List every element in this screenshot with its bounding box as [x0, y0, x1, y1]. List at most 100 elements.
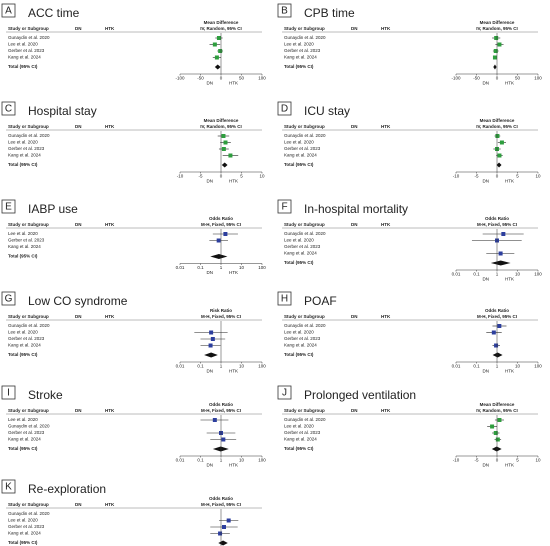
effect-square: [490, 424, 495, 429]
x-tick-label: 0: [496, 76, 499, 81]
group-header: DN: [351, 314, 358, 319]
x-tick-label: 1: [220, 458, 223, 463]
forest-panel: I Stroke Study or Subgroup DN HTK Odds RatioM…: [1, 385, 266, 468]
column-header: Study or Subgroup: [8, 26, 49, 31]
effect-square: [228, 153, 233, 158]
effect-square: [214, 55, 219, 60]
total-diamond: [496, 162, 502, 168]
effect-square: [221, 437, 226, 442]
effect-square: [494, 343, 499, 348]
group-header: DN: [75, 26, 82, 31]
x-tick-label: 0.01: [176, 458, 185, 463]
method-header: M-H, Fixed, 95% CI: [201, 502, 241, 507]
column-header: Study or Subgroup: [284, 26, 325, 31]
favors-label: HTK: [229, 369, 238, 374]
total-label: Total (95% CI): [8, 64, 38, 69]
method-header: M-H, Fixed, 95% CI: [477, 314, 517, 319]
column-header: Study or Subgroup: [284, 124, 325, 129]
x-tick-label: 100: [534, 364, 542, 369]
group-header: HTK: [105, 26, 115, 31]
method-header: M-H, Fixed, 95% CI: [201, 222, 241, 227]
group-header: DN: [351, 26, 358, 31]
study-name: Lee et al. 2020: [8, 330, 38, 335]
total-diamond: [210, 254, 228, 259]
total-label: Total (95% CI): [284, 260, 314, 265]
panel-letter-box: [1, 291, 16, 306]
group-header: HTK: [381, 26, 391, 31]
study-name: Kang et al. 2024: [284, 251, 317, 256]
group-header: DN: [351, 408, 358, 413]
effect-square: [226, 518, 231, 523]
effect-square: [223, 232, 228, 236]
study-name: Kang et al. 2024: [8, 437, 41, 442]
study-name: Gunaydin et al. 2020: [8, 323, 50, 328]
measure-header: Odds Ratio: [485, 216, 509, 221]
x-tick-label: 100: [258, 265, 266, 270]
method-header: IV, Random, 95% CI: [476, 408, 518, 413]
x-tick-label: 1: [220, 364, 223, 369]
favors-label: DN: [207, 369, 214, 374]
panel-letter: C: [5, 104, 12, 115]
total-diamond: [221, 162, 228, 168]
x-tick-label: 1: [496, 364, 499, 369]
study-name: Lee et al. 2020: [284, 238, 314, 243]
total-diamond: [493, 64, 497, 70]
panel-letter: I: [7, 388, 10, 399]
method-header: IV, Random, 95% CI: [476, 26, 518, 31]
study-name: Gerber et al. 2023: [8, 146, 45, 151]
x-tick-label: 0: [220, 174, 223, 179]
study-name: Kang et al. 2024: [284, 55, 317, 60]
study-name: Lee et al. 2020: [8, 231, 38, 236]
study-name: Gunaydin et al. 2020: [284, 231, 326, 236]
group-header: DN: [351, 124, 358, 129]
x-tick-label: 0.01: [452, 272, 461, 277]
x-tick-label: 100: [258, 458, 266, 463]
effect-square: [493, 431, 498, 435]
effect-square: [212, 418, 217, 422]
x-tick-label: 5: [516, 458, 519, 463]
x-tick-label: -10: [453, 174, 460, 179]
x-tick-label: 0.1: [473, 272, 480, 277]
effect-square: [491, 330, 496, 335]
method-header: M-H, Fixed, 95% CI: [201, 408, 241, 413]
group-header: DN: [75, 502, 82, 507]
study-name: Gerber et al. 2023: [8, 48, 45, 53]
x-tick-label: 10: [239, 364, 245, 369]
total-diamond: [491, 446, 502, 452]
effect-square: [497, 324, 502, 328]
total-label: Total (95% CI): [284, 64, 314, 69]
study-name: Kang et al. 2024: [8, 153, 41, 158]
effect-square: [497, 418, 502, 422]
effect-square: [216, 36, 221, 40]
favors-label: HTK: [505, 179, 514, 184]
x-tick-label: -50: [473, 76, 480, 81]
group-header: DN: [75, 222, 82, 227]
favors-label: DN: [483, 81, 490, 86]
total-label: Total (95% CI): [8, 162, 38, 167]
panel-letter-box: [1, 479, 16, 494]
x-tick-label: 0.1: [197, 364, 204, 369]
x-tick-label: 0.01: [176, 265, 185, 270]
study-name: Gerber et al. 2023: [8, 430, 45, 435]
panel-title: ICU stay: [304, 104, 350, 118]
favors-label: HTK: [505, 277, 514, 282]
x-tick-label: 0: [496, 174, 499, 179]
x-tick-label: -100: [451, 76, 461, 81]
measure-header: Odds Ratio: [209, 496, 233, 501]
panel-letter: A: [5, 6, 12, 17]
measure-header: Odds Ratio: [209, 402, 233, 407]
panel-letter-box: [277, 3, 292, 18]
panel-letter-box: [1, 101, 16, 116]
method-header: IV, Random, 95% CI: [476, 124, 518, 129]
x-tick-label: 0.1: [473, 364, 480, 369]
effect-square: [212, 42, 217, 47]
measure-header: Risk Ratio: [210, 308, 232, 313]
study-name: Gunaydin et al. 2020: [284, 323, 326, 328]
panel-letter: D: [281, 104, 288, 115]
forest-panel: F In-hospital mortality Study or Subgroup D…: [277, 199, 542, 282]
column-header: Study or Subgroup: [8, 502, 49, 507]
panel-letter: B: [281, 6, 288, 17]
x-tick-label: -5: [198, 174, 202, 179]
total-label: Total (95% CI): [8, 254, 38, 259]
